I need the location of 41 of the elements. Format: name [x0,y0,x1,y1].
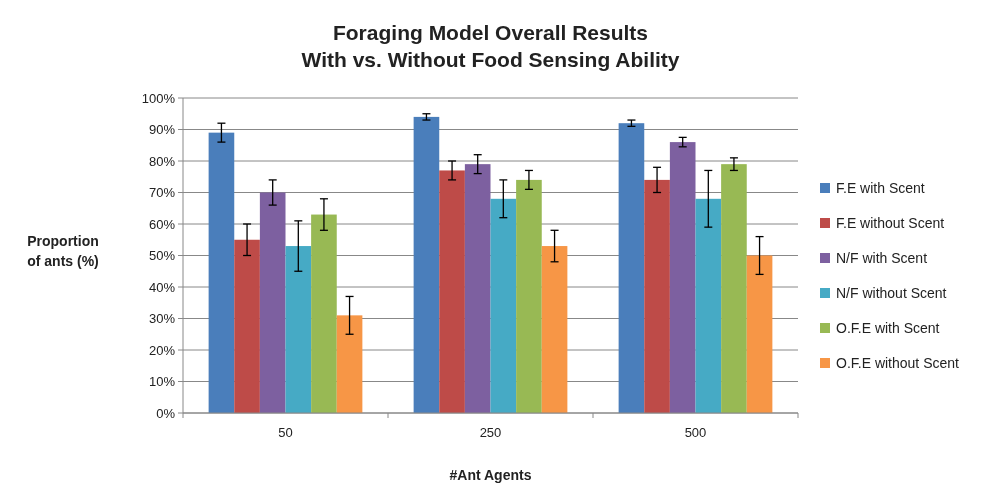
bar [336,315,363,413]
bar [516,179,542,413]
bar [208,132,235,413]
y-tick-label: 20% [148,342,176,358]
y-tick-label: 10% [148,374,176,390]
legend-label: O.F.E without Scent [836,354,960,371]
legend-label: O.F.E with Scent [836,319,940,336]
bar [618,123,645,413]
bar [541,246,568,413]
y-tick-label: 40% [148,279,176,295]
y-tick-label: 80% [148,153,176,169]
legend-label: N/F with Scent [836,249,928,266]
y-tick-label: 70% [148,185,176,201]
y-tick-label: 90% [148,122,176,138]
bar [311,214,337,413]
x-tick-label: 250 [479,425,502,440]
bar [234,239,260,413]
y-tick-label: 60% [148,216,176,232]
y-tick-label: 0% [156,405,176,421]
y-tick-label: 30% [148,311,176,327]
x-tick-label: 50 [278,425,293,440]
y-axis-title: Proportion of ants (%) [27,232,99,269]
bar [259,192,286,413]
bar [439,170,465,413]
x-tick-label: 500 [684,425,707,440]
chart-title: Foraging Model Overall Results With vs. Without Food Sensing Ability [301,21,680,71]
legend-label: F.E with Scent [836,179,925,196]
bar [413,116,440,413]
y-tick-label: 50% [148,248,176,264]
bar [490,198,517,413]
bar [464,164,491,413]
bar [644,179,670,413]
bar [721,164,747,413]
legend-label: F.E without Scent [836,214,945,231]
y-tick-label: 100% [141,90,176,106]
bar [669,142,696,413]
bar [285,246,312,413]
bar [746,255,773,413]
bar [695,198,722,413]
x-axis-title: #Ant Agents [449,467,532,483]
legend-label: N/F without Scent [836,284,947,301]
